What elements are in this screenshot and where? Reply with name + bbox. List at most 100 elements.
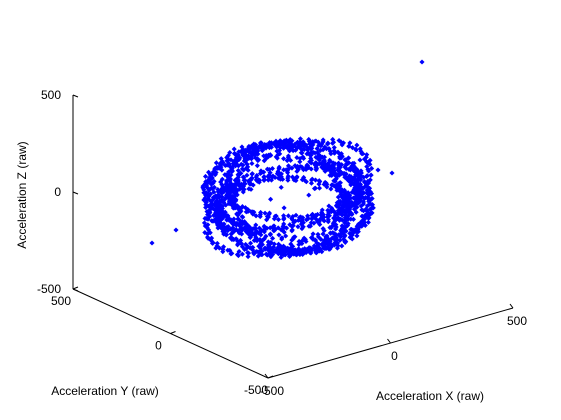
data-point	[245, 254, 251, 260]
data-point	[202, 195, 208, 201]
data-point	[289, 165, 295, 171]
z-tick-label: 0	[54, 185, 61, 199]
data-point	[275, 225, 281, 231]
data-point	[271, 216, 277, 222]
data-point	[235, 152, 241, 158]
data-point	[255, 148, 261, 154]
data-point	[234, 192, 240, 198]
y-tick-label: 0	[155, 339, 162, 353]
data-point	[239, 251, 245, 257]
data-point	[312, 185, 318, 191]
data-point	[235, 241, 241, 247]
z-axis-label: Acceleration Z (raw)	[15, 141, 29, 248]
data-point	[222, 196, 228, 202]
data-point	[240, 162, 246, 168]
data-point	[241, 167, 247, 173]
data-point	[205, 227, 212, 233]
data-point	[202, 173, 209, 179]
data-point	[239, 244, 245, 250]
data-point	[300, 251, 306, 258]
data-point	[253, 237, 259, 243]
data-point	[362, 222, 368, 228]
data-point	[236, 210, 242, 216]
data-point	[239, 219, 245, 225]
data-point	[243, 225, 249, 231]
data-point	[300, 247, 306, 253]
data-point	[249, 245, 255, 251]
data-point	[342, 174, 348, 180]
y-tick-label: 500	[51, 294, 71, 308]
data-point	[239, 214, 245, 220]
data-point	[208, 198, 214, 204]
data-point	[220, 244, 227, 250]
data-point	[245, 250, 251, 256]
data-point	[205, 235, 211, 241]
data-point	[359, 151, 365, 157]
data-point	[203, 216, 209, 222]
data-point	[282, 252, 288, 258]
data-point	[366, 201, 372, 207]
data-point	[213, 212, 219, 218]
data-point	[308, 220, 314, 226]
data-point	[281, 145, 287, 151]
data-point	[299, 164, 305, 170]
data-point	[365, 166, 371, 172]
data-point	[223, 181, 229, 187]
data-point	[231, 228, 237, 234]
data-point	[336, 210, 343, 217]
data-point	[306, 192, 312, 198]
data-point	[295, 139, 301, 146]
data-point	[203, 179, 209, 185]
data-point	[272, 174, 278, 180]
data-point	[253, 142, 259, 148]
data-point	[209, 185, 215, 191]
data-point	[366, 196, 372, 202]
outlier-point	[357, 157, 363, 163]
y-tick-mark	[72, 286, 79, 290]
data-point	[239, 204, 245, 210]
data-point	[327, 230, 333, 236]
data-point	[329, 167, 336, 173]
data-point	[229, 236, 235, 243]
data-point	[230, 161, 236, 167]
data-point	[266, 210, 273, 216]
data-point	[281, 205, 287, 211]
data-point	[224, 158, 230, 164]
outlier-point	[149, 240, 155, 246]
data-point	[215, 186, 221, 193]
data-point	[342, 164, 348, 170]
data-point	[336, 217, 343, 223]
data-point	[217, 204, 223, 210]
data-point	[248, 176, 254, 182]
data-point	[338, 228, 345, 235]
data-point	[355, 169, 361, 175]
data-point	[291, 248, 297, 254]
data-point	[239, 148, 245, 154]
data-point	[245, 208, 251, 214]
data-point	[324, 241, 330, 247]
z-tick-mark	[72, 288, 79, 292]
data-point	[262, 245, 268, 251]
data-point	[330, 139, 337, 145]
x-tick-label: 0	[391, 349, 398, 363]
data-point	[285, 153, 291, 159]
data-point	[203, 200, 209, 206]
y-tick-mark	[267, 375, 274, 379]
data-point	[207, 172, 213, 178]
data-point	[313, 250, 319, 256]
y-tick-mark	[170, 331, 176, 334]
data-point	[268, 152, 274, 159]
data-point	[278, 254, 284, 260]
data-point	[325, 236, 331, 242]
data-point	[359, 213, 365, 219]
data-point	[328, 186, 334, 192]
data-point	[314, 219, 321, 225]
data-point	[323, 180, 329, 186]
data-point	[213, 200, 219, 206]
data-point	[231, 219, 237, 225]
data-point	[360, 220, 366, 226]
data-point	[235, 204, 241, 210]
data-point	[231, 216, 237, 222]
data-point	[246, 145, 252, 151]
data-point	[214, 243, 220, 249]
